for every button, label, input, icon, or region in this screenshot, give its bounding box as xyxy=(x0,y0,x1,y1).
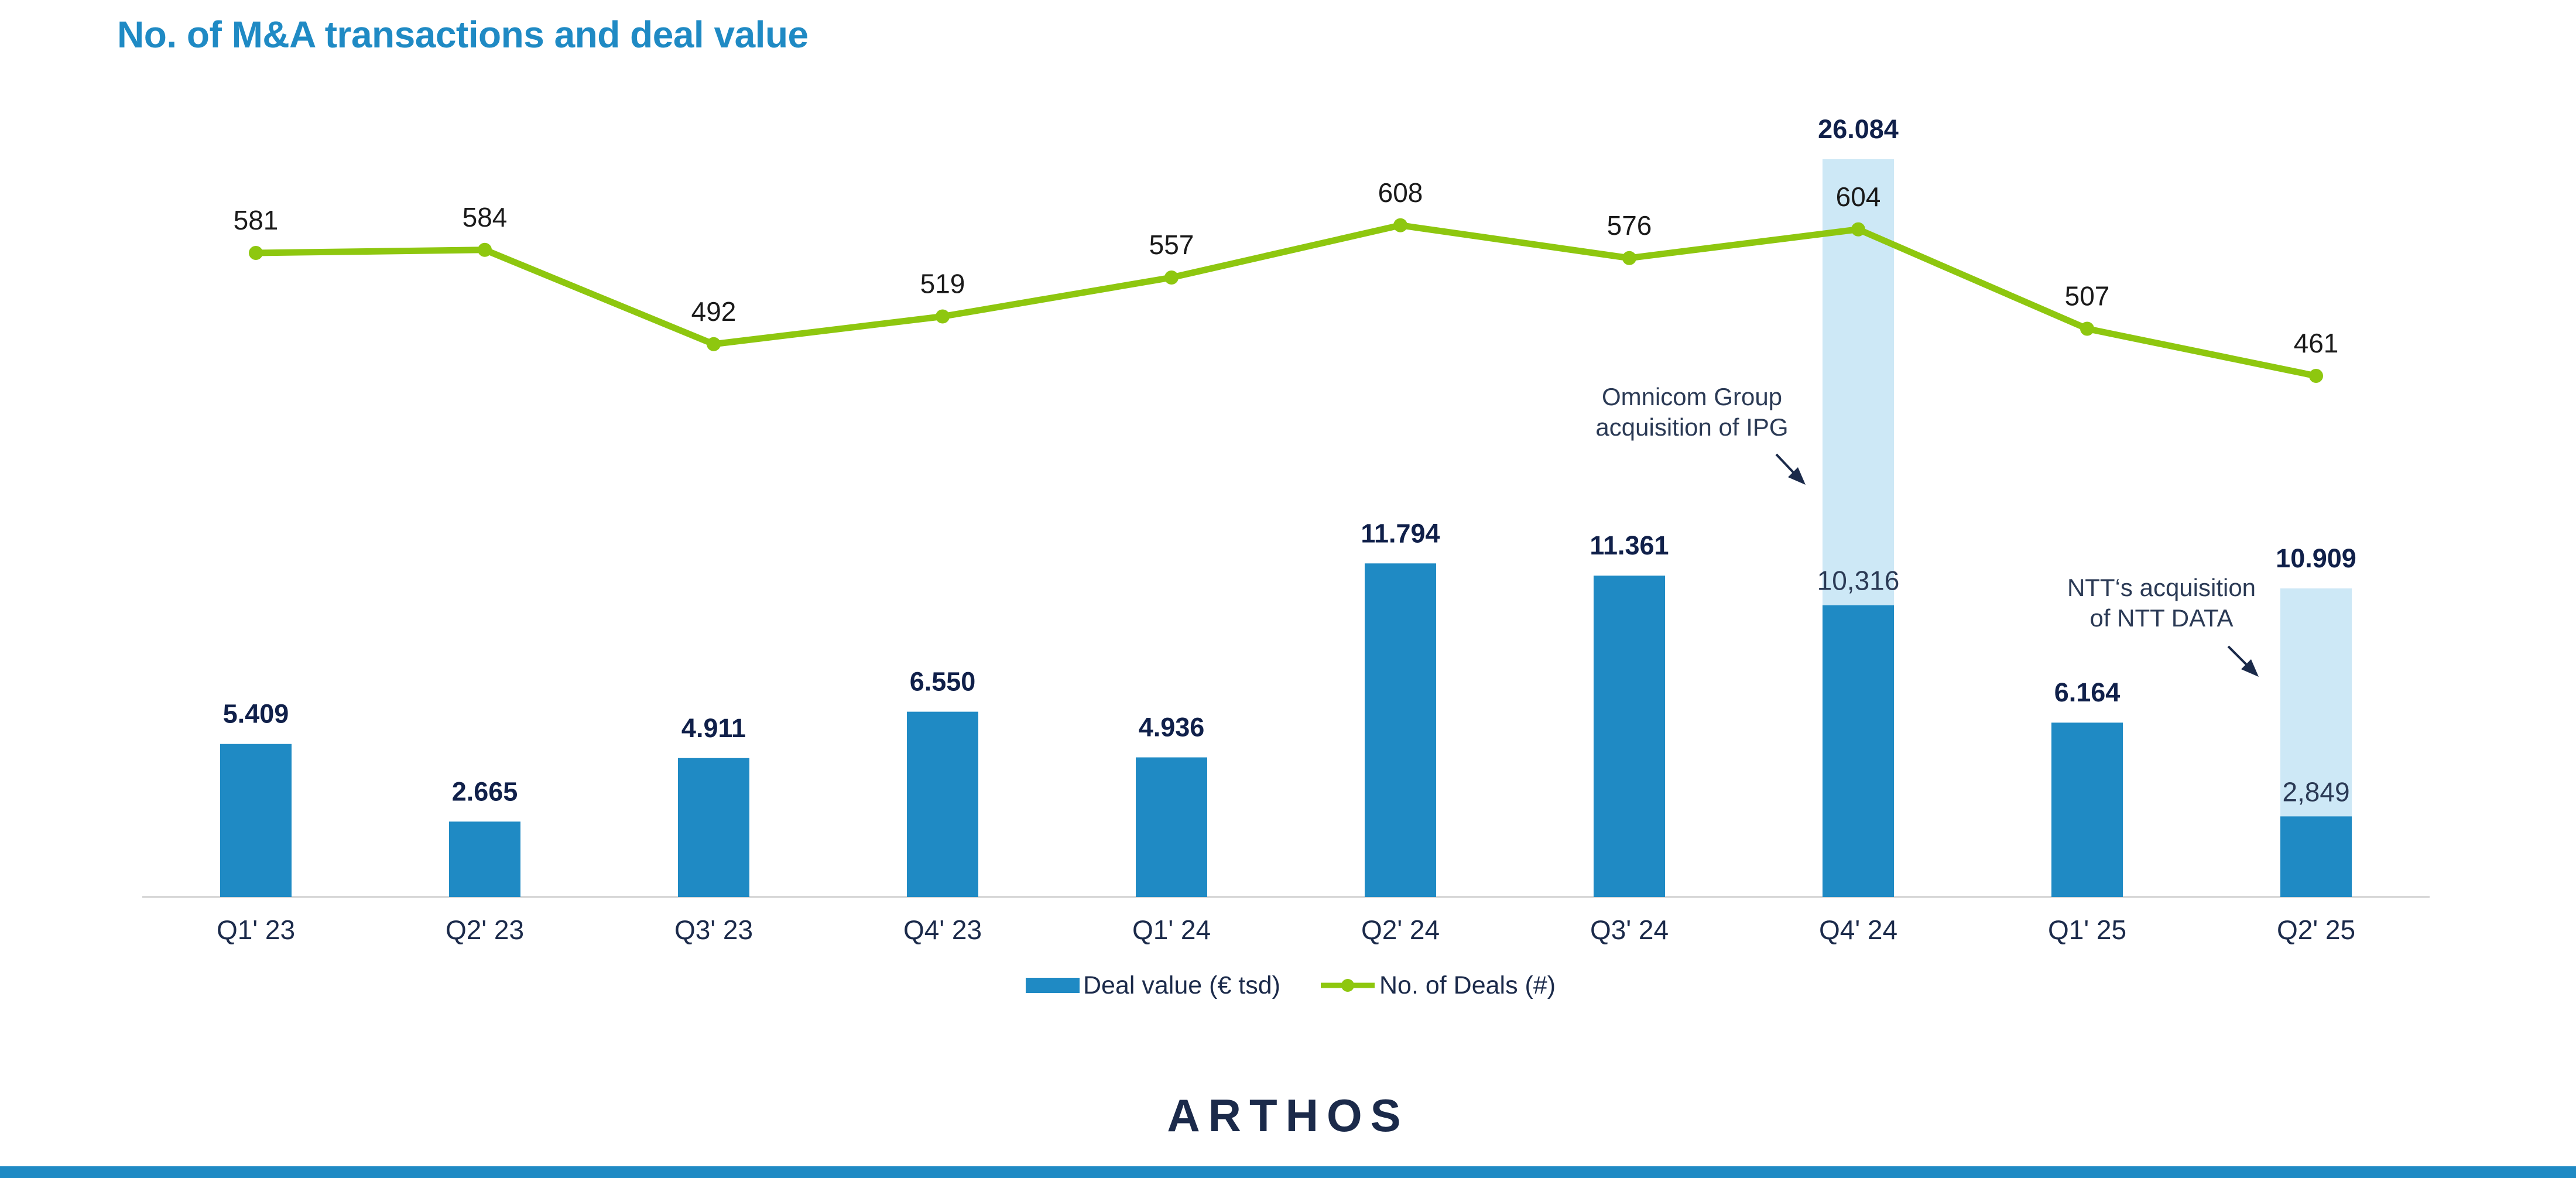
deals-label-q3-23: 492 xyxy=(691,296,737,327)
x-tick-label-q2-24: Q2' 24 xyxy=(1361,915,1440,945)
annotation-omnicom-line2: acquisition of IPG xyxy=(1595,413,1788,441)
bar-value-label-q3-24: 11.361 xyxy=(1590,530,1669,560)
deals-line xyxy=(252,222,2320,379)
x-tick-label-q4-24: Q4' 24 xyxy=(1819,915,1897,945)
bar-base-label-q4-24: 10,316 xyxy=(1817,566,1900,596)
deals-label-q2-23: 584 xyxy=(463,202,508,232)
deals-point-q2-23 xyxy=(478,242,492,257)
deals-point-q3-24 xyxy=(1622,251,1636,265)
x-tick-label-q2-23: Q2' 23 xyxy=(446,915,524,945)
annotation-ntt-line2: of NTT DATA xyxy=(2089,604,2233,632)
bar-q1-24 xyxy=(1136,757,1207,897)
bar-value-label-q4-23: 6.550 xyxy=(910,667,976,697)
deals-point-q4-23 xyxy=(936,309,950,324)
bar-q2-24 xyxy=(1365,563,1436,897)
bar-q1-25 xyxy=(2051,722,2123,897)
x-tick-label-q1-25: Q1' 25 xyxy=(2048,915,2126,945)
x-tick-label-q1-24: Q1' 24 xyxy=(1132,915,1211,945)
bar-base-label-q2-25: 2,849 xyxy=(2282,776,2349,807)
x-tick-label-q4-23: Q4' 23 xyxy=(903,915,982,945)
x-tick-label-q3-24: Q3' 24 xyxy=(1590,915,1669,945)
legend-label-deals: No. of Deals (#) xyxy=(1379,971,1556,999)
bar-value-label-q1-25: 6.164 xyxy=(2054,677,2121,707)
annotation-omnicom-line1: Omnicom Group xyxy=(1602,383,1782,410)
deals-point-q4-24 xyxy=(1851,222,1865,237)
bar-value-label-q1-23: 5.409 xyxy=(223,699,289,729)
deals-point-q2-25 xyxy=(2309,369,2323,383)
arthos-logo: ARTHOS xyxy=(1167,1090,1409,1141)
bottom-accent-bar xyxy=(0,1166,2576,1178)
chart: 5.409 Q1' 23 2.665 Q2' 23 4.911 Q3' 23 6.550 Q4… xyxy=(142,114,2430,999)
deals-label-q1-23: 581 xyxy=(234,205,279,235)
deals-point-q2-24 xyxy=(1393,218,1407,232)
legend-swatch-deals-point xyxy=(1341,979,1354,992)
deals-point-q1-24 xyxy=(1164,270,1179,285)
annotation-omnicom-arrow-shaft xyxy=(1775,453,1797,477)
deals-label-q3-24: 576 xyxy=(1607,210,1652,241)
legend-swatch-deal-value xyxy=(1026,978,1080,993)
chart-title: No. of M&A transactions and deal value xyxy=(117,13,809,56)
annotation-ntt-arrow-shaft xyxy=(2227,645,2250,669)
deals-label-q4-24: 604 xyxy=(1836,182,1881,212)
bar-value-label-q2-25: 10.909 xyxy=(2276,543,2356,573)
deals-label-q4-23: 519 xyxy=(920,269,965,299)
deals-point-q1-23 xyxy=(249,246,263,260)
bar-q2-23 xyxy=(449,821,520,897)
bar-q1-23 xyxy=(220,744,292,897)
legend-label-deal-value: Deal value (€ tsd) xyxy=(1083,971,1280,999)
deals-point-q1-25 xyxy=(2080,321,2094,336)
bar-value-label-q2-23: 2.665 xyxy=(452,776,518,806)
bar-value-label-q4-24: 26.084 xyxy=(1818,114,1899,144)
deals-label-q1-24: 557 xyxy=(1149,230,1194,260)
deals-label-q2-25: 461 xyxy=(2294,328,2339,358)
bar-q4-23 xyxy=(907,711,978,897)
bar-base-q4-24 xyxy=(1823,605,1894,897)
x-tick-label-q3-23: Q3' 23 xyxy=(674,915,753,945)
bar-base-q2-25 xyxy=(2280,816,2352,897)
deals-point-q3-23 xyxy=(707,337,721,351)
x-tick-label-q2-25: Q2' 25 xyxy=(2277,915,2355,945)
bar-value-label-q2-24: 11.794 xyxy=(1361,518,1440,548)
annotation-omnicom-arrow-head xyxy=(1788,467,1806,485)
annotation-ntt-line1: NTT‘s acquisition xyxy=(2067,574,2256,601)
bar-q3-23 xyxy=(678,758,749,897)
deals-label-q1-25: 507 xyxy=(2065,281,2110,311)
bar-value-label-q1-24: 4.936 xyxy=(1139,713,1205,742)
x-tick-label-q1-23: Q1' 23 xyxy=(217,915,295,945)
deals-label-q2-24: 608 xyxy=(1378,177,1423,208)
annotation-ntt-arrow-head xyxy=(2241,659,2259,677)
bar-q3-24 xyxy=(1594,576,1665,897)
bar-value-label-q3-23: 4.911 xyxy=(681,713,746,743)
